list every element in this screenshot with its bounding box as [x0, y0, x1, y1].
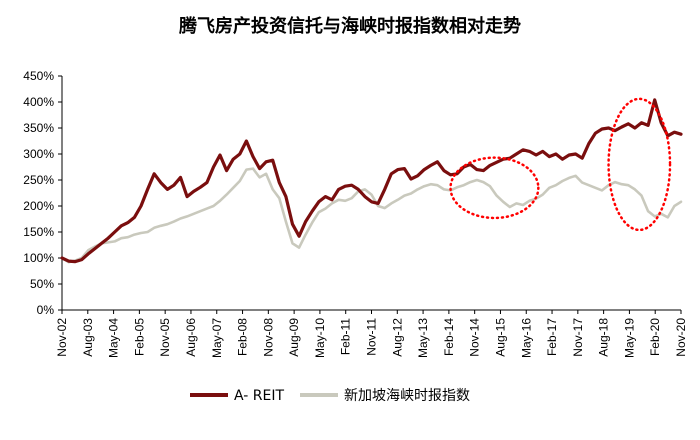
- x-tick-label: Aug-06: [184, 318, 198, 357]
- x-tick-label: Feb-08: [236, 318, 250, 356]
- x-tick-label: Nov-02: [55, 318, 69, 357]
- x-tick-label: Feb-05: [132, 318, 146, 356]
- y-tick-label: 250%: [23, 173, 54, 187]
- x-tick-label: Aug-12: [390, 318, 404, 357]
- y-tick-label: 200%: [23, 199, 54, 213]
- chart-title: 腾飞房产投资信托与海峡时报指数相对走势: [179, 16, 521, 37]
- x-tick-label: Feb-20: [648, 318, 662, 356]
- x-tick-label: Aug-03: [81, 318, 95, 357]
- legend-label-1: 新加坡海峡时报指数: [344, 388, 470, 404]
- legend-label-0: A- REIT: [234, 388, 284, 404]
- x-tick-label: May-07: [210, 318, 224, 358]
- highlight-ellipse-1: [607, 97, 672, 232]
- series-line-0: [60, 98, 683, 264]
- y-tick-label: 450%: [23, 69, 54, 83]
- y-tick-label: 0%: [37, 303, 55, 317]
- x-tick-label: Aug-18: [597, 318, 611, 357]
- x-tick-label: Nov-11: [365, 318, 379, 356]
- x-tick-label: May-19: [622, 318, 636, 358]
- y-tick-label: 150%: [23, 225, 54, 239]
- x-tick-label: May-16: [519, 318, 533, 358]
- x-tick-label: May-04: [107, 318, 121, 358]
- x-tick-label: Aug-15: [493, 318, 507, 357]
- x-tick-label: Feb-14: [442, 318, 456, 356]
- highlight-ellipse-0: [449, 156, 540, 220]
- x-tick-label: Feb-11: [339, 318, 353, 355]
- x-tick-label: May-10: [313, 318, 327, 358]
- y-tick-label: 350%: [23, 121, 54, 135]
- series-line-1: [60, 167, 683, 264]
- x-tick-label: May-13: [416, 318, 430, 358]
- y-tick-label: 300%: [23, 147, 54, 161]
- x-tick-label: Nov-20: [674, 318, 688, 357]
- x-tick-label: Nov-05: [158, 318, 172, 357]
- y-tick-label: 100%: [23, 251, 54, 265]
- x-tick-label: Nov-08: [261, 318, 275, 357]
- x-tick-label: Nov-14: [468, 318, 482, 357]
- y-tick-label: 400%: [23, 95, 54, 109]
- y-tick-label: 50%: [30, 277, 54, 291]
- x-tick-label: Aug-09: [287, 318, 301, 357]
- x-tick-label: Nov-17: [571, 318, 585, 357]
- x-tick-label: Feb-17: [545, 318, 559, 356]
